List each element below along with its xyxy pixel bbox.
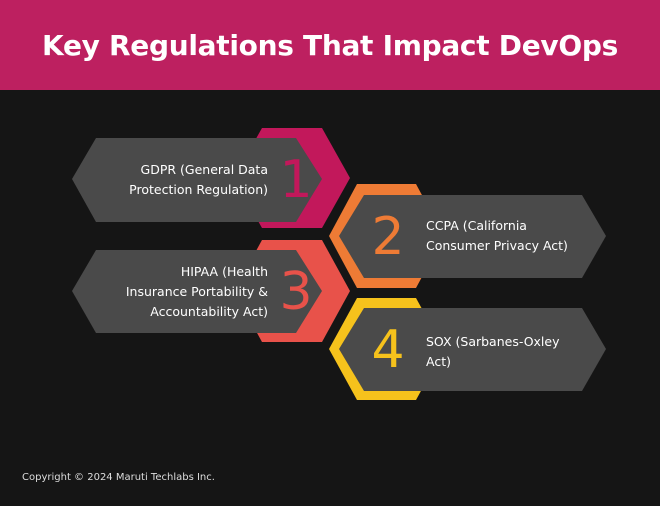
regulation-label-1: GDPR (General Data Protection Regulation… [96, 160, 268, 200]
regulation-label-3-line-2: Insurance Portability & [125, 284, 268, 299]
regulation-label-2-line-1: CCPA (California [426, 218, 527, 233]
card-shape-3 [72, 250, 322, 333]
card-shape-1 [72, 138, 322, 222]
page-title: Key Regulations That Impact DevOps [42, 28, 618, 62]
regulation-label-1-line-2: Protection Regulation) [129, 182, 268, 197]
card-shape-2 [339, 195, 606, 278]
regulation-item-1 [72, 128, 350, 228]
regulation-label-3-line-1: HIPAA (Health [180, 264, 268, 279]
regulation-label-4: SOX (Sarbanes-Oxley Act) [426, 332, 596, 372]
regulation-number-2: 2 [371, 207, 405, 267]
regulation-number-3: 3 [279, 262, 313, 322]
regulation-number-1: 1 [279, 150, 313, 210]
regulation-label-4-line-1: SOX (Sarbanes-Oxley [426, 334, 560, 349]
regulation-item-2 [329, 184, 606, 288]
header-banner: Key Regulations That Impact DevOps [0, 0, 660, 90]
regulation-label-2-line-2: Consumer Privacy Act) [426, 238, 568, 253]
regulation-label-4-line-2: Act) [426, 354, 451, 369]
regulation-item-3 [72, 240, 350, 342]
regulation-label-2: CCPA (California Consumer Privacy Act) [426, 216, 596, 256]
regulation-label-3: HIPAA (Health Insurance Portability & Ac… [96, 262, 268, 322]
regulation-item-4 [329, 298, 606, 400]
copyright-footer: Copyright © 2024 Maruti Techlabs Inc. [22, 472, 215, 483]
regulation-number-4: 4 [371, 320, 405, 380]
regulation-label-3-line-3: Accountability Act) [150, 304, 268, 319]
card-shape-4 [339, 308, 606, 391]
regulation-label-1-line-1: GDPR (General Data [140, 162, 268, 177]
